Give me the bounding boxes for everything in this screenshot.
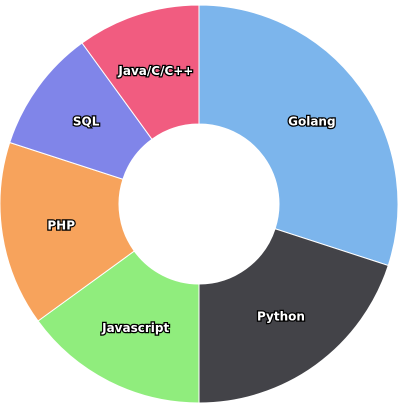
slice-java-c-c[interactable] <box>81 4 200 140</box>
slice-label-python: Python <box>257 309 305 323</box>
labels-group: Golang Python Javascript PHP SQL Java/C/C++ <box>46 63 337 336</box>
slice-python[interactable] <box>198 228 389 404</box>
slice-php[interactable] <box>0 141 135 322</box>
slice-javascript[interactable] <box>37 250 200 404</box>
slice-label-golang: Golang <box>288 115 335 129</box>
slice-label-java-c-c: Java/C/C++ <box>117 64 193 78</box>
slice-golang[interactable] <box>198 4 399 267</box>
slice-label-php: PHP <box>47 218 75 232</box>
slice-label-javascript: Javascript <box>101 321 169 335</box>
slice-label-sql: SQL <box>73 115 100 129</box>
slices-group <box>0 4 399 404</box>
